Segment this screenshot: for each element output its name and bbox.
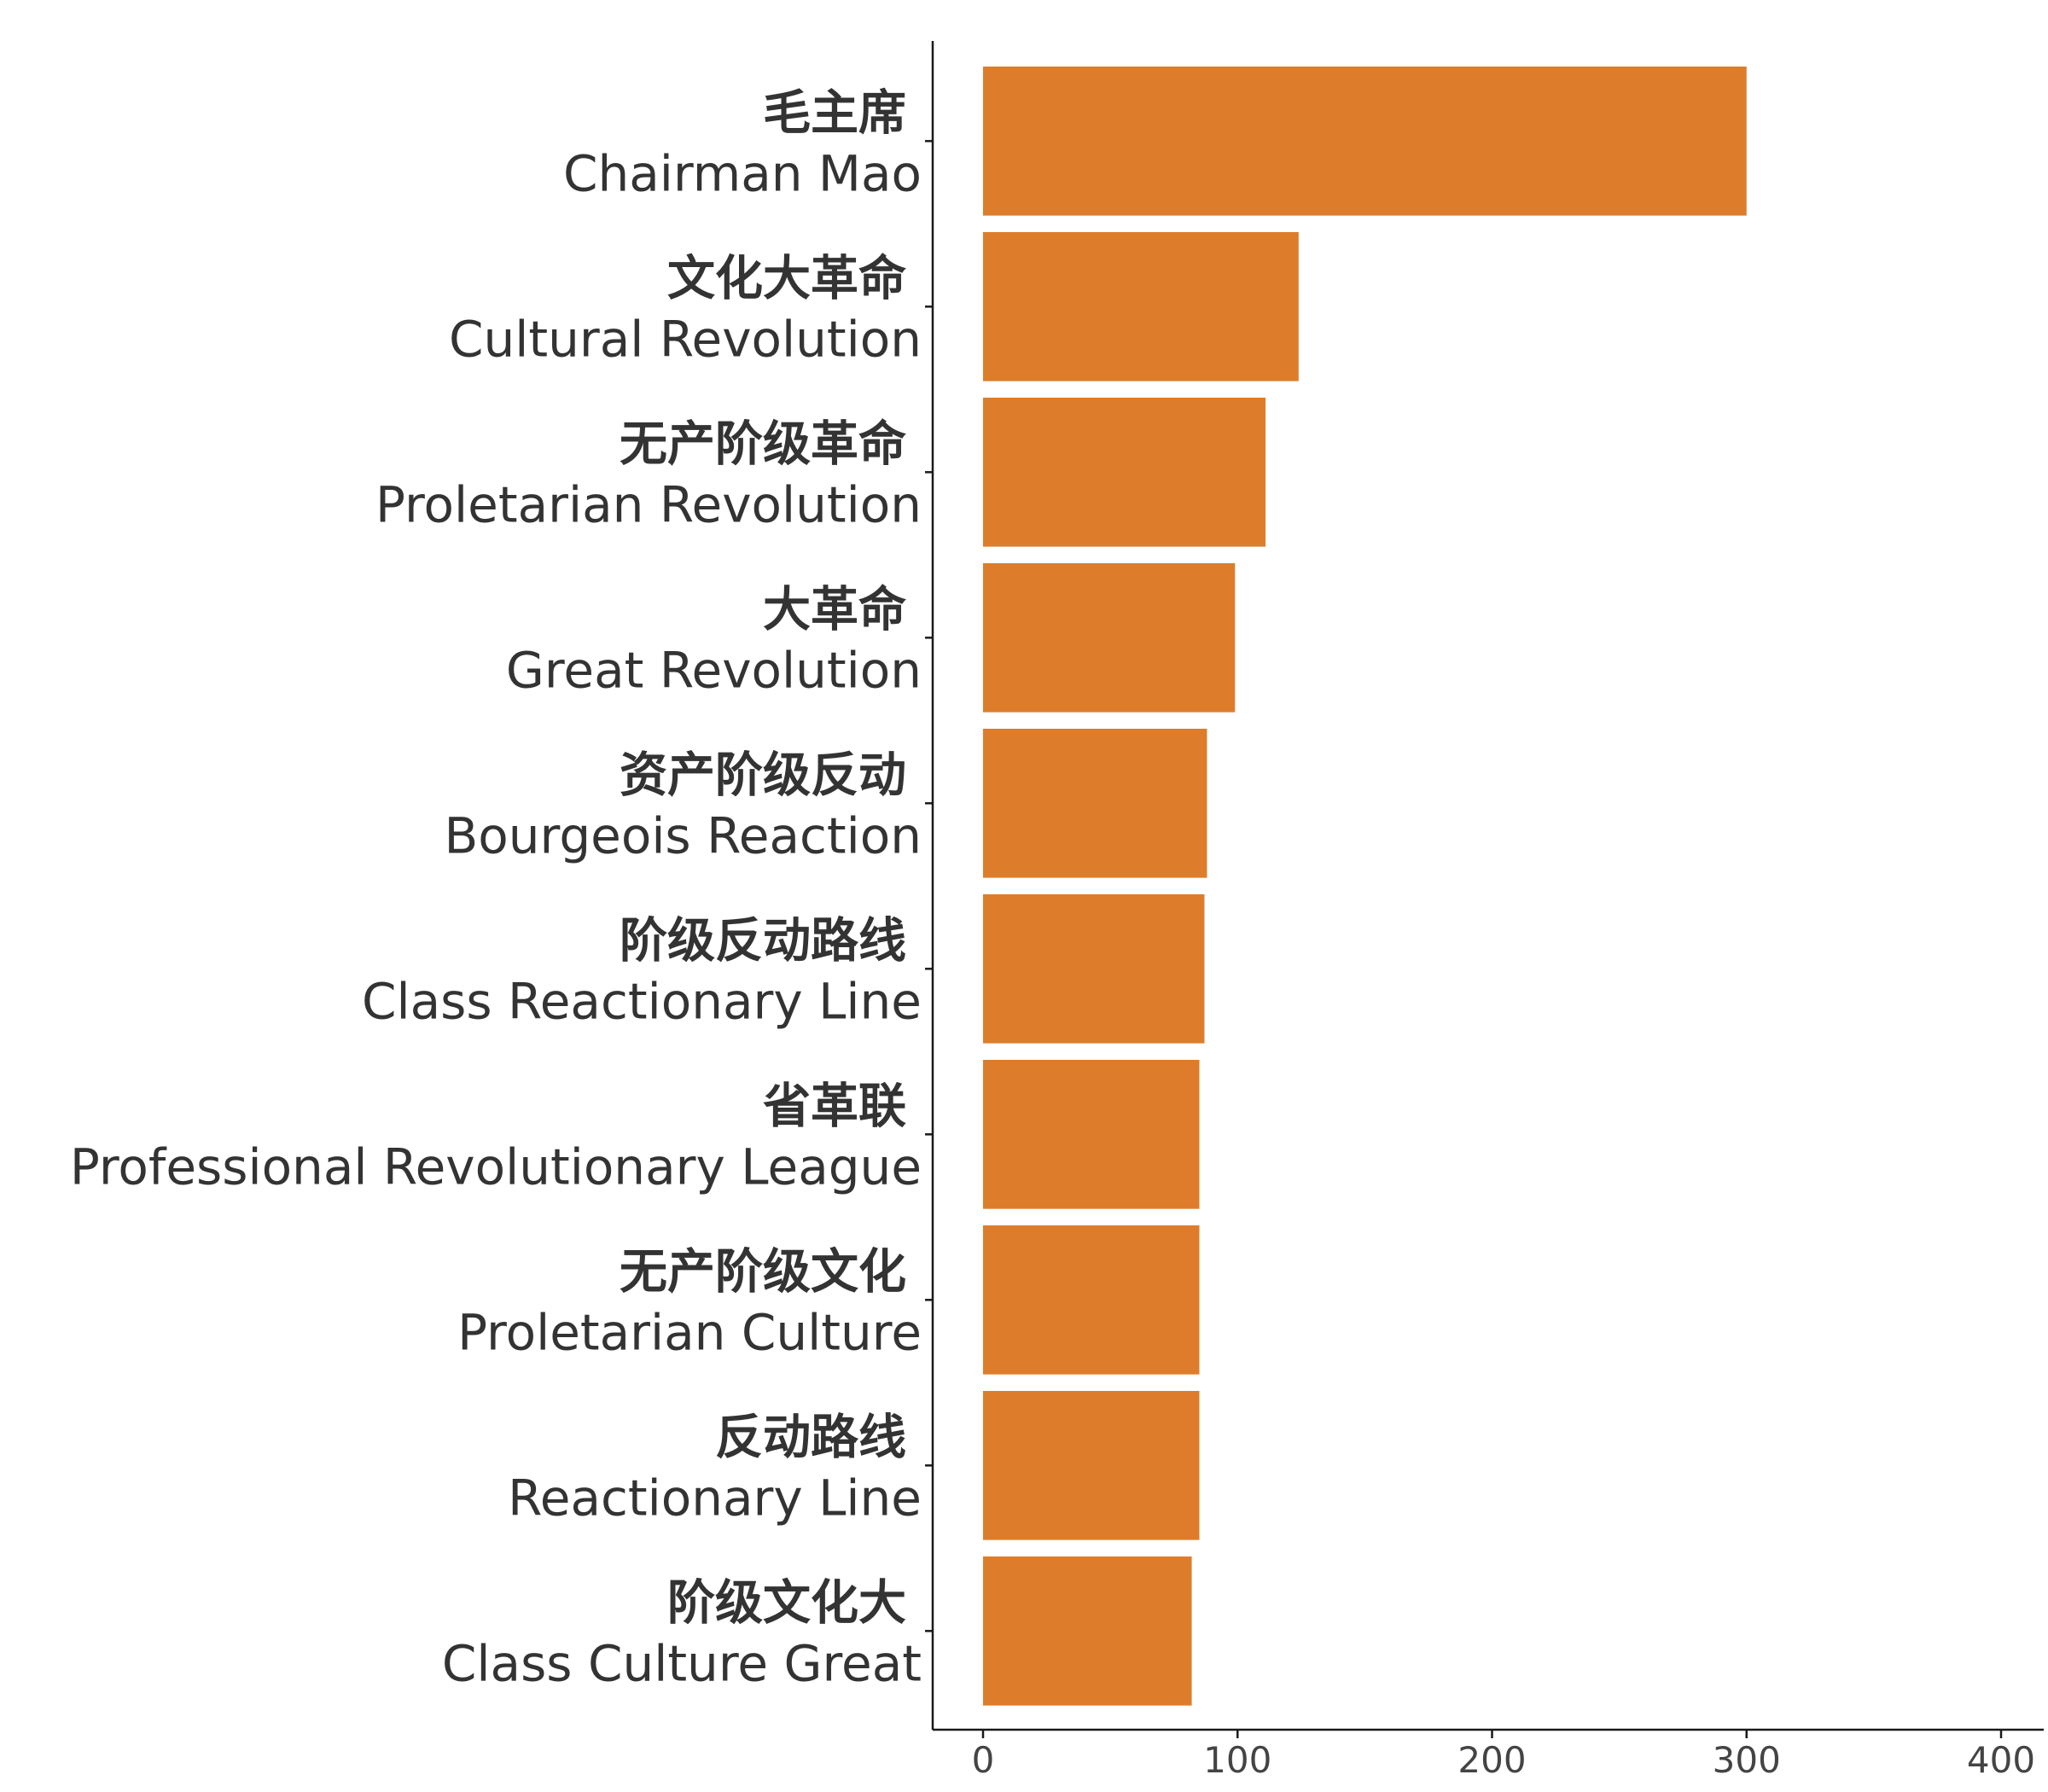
category-label-zh-0: 毛主席 (763, 85, 906, 141)
bar-8 (983, 1391, 1200, 1540)
category-label-zh-9: 阶级文化大 (667, 1575, 906, 1631)
category-label-en-7: Proletarian Culture (457, 1303, 922, 1361)
category-label-en-1: Cultural Revolution (449, 310, 922, 368)
x-tick-label-3: 300 (1713, 1739, 1781, 1781)
category-label-zh-8: 反动路线 (715, 1410, 906, 1465)
bar-6 (983, 1060, 1200, 1209)
category-label-en-6: Professional Revolutionary League (70, 1137, 922, 1196)
x-tick-label-0: 0 (972, 1739, 995, 1781)
category-label-en-2: Proletarian Revolution (375, 475, 922, 533)
bar-9 (983, 1556, 1192, 1706)
bar-7 (983, 1225, 1200, 1375)
bar-1 (983, 232, 1299, 381)
category-label-zh-5: 阶级反动路线 (620, 913, 906, 969)
bar-4 (983, 729, 1207, 878)
category-label-zh-1: 文化大革命 (667, 251, 906, 306)
category-label-en-8: Reactionary Line (508, 1469, 922, 1527)
category-label-en-9: Class Culture Great (442, 1634, 922, 1692)
category-label-zh-6: 省革联 (763, 1079, 906, 1134)
x-tick-label-1: 100 (1203, 1739, 1271, 1781)
category-label-en-3: Great Revolution (506, 641, 922, 699)
bar-5 (983, 894, 1205, 1044)
x-ticks-group: 0 100 200 300 400 (972, 1730, 2035, 1781)
category-label-zh-2: 无产阶级革命 (620, 416, 906, 472)
bars-group (983, 67, 1747, 1706)
bar-0 (983, 67, 1747, 216)
y-ticks-group (925, 140, 933, 1632)
x-tick-label-4: 400 (1967, 1739, 2035, 1781)
category-label-zh-4: 资产阶级反动 (620, 748, 906, 803)
category-label-en-0: Chairman Mao (563, 144, 922, 202)
category-label-zh-7: 无产阶级文化 (620, 1244, 906, 1300)
x-tick-label-2: 200 (1457, 1739, 1526, 1781)
bar-3 (983, 563, 1236, 713)
category-label-en-4: Bourgeois Reaction (444, 806, 922, 864)
category-label-en-5: Class Reactionary Line (362, 972, 922, 1030)
category-label-zh-3: 大革命 (763, 582, 906, 637)
bar-2 (983, 398, 1266, 547)
